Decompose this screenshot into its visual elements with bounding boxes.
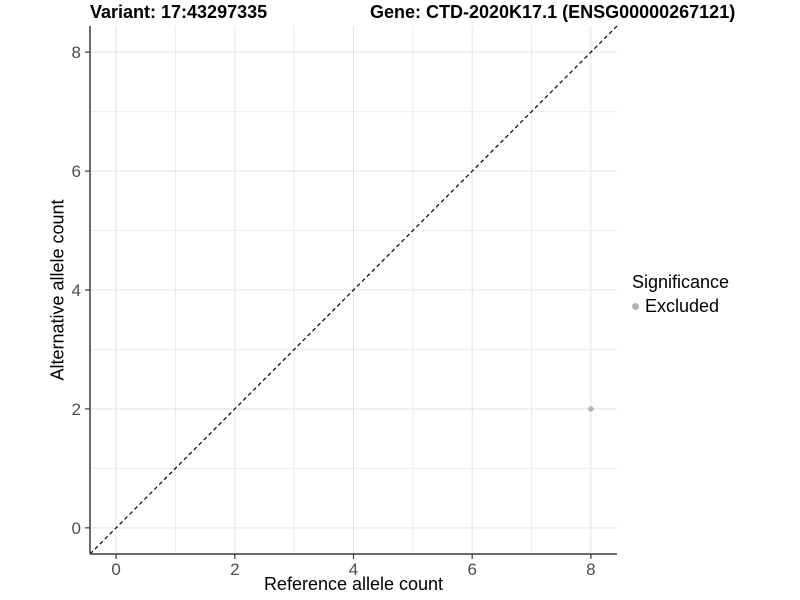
y-tick-label: 0 <box>72 519 81 538</box>
x-axis-title: Reference allele count <box>263 574 444 594</box>
legend-title: Significance <box>632 272 730 292</box>
y-tick-label: 8 <box>72 43 81 62</box>
legend: Significance Excluded <box>632 272 729 316</box>
y-axis-title: Alternative allele count <box>47 199 68 381</box>
gene-title: Gene: CTD-2020K17.1 (ENSG00000267121) <box>370 2 736 22</box>
y-tick-label: 4 <box>72 281 81 300</box>
variant-title: Variant: 17:43297335 <box>90 2 268 22</box>
x-tick-label: 8 <box>586 560 595 579</box>
identity-line <box>89 25 618 555</box>
y-tick-label: 2 <box>72 400 81 419</box>
legend-item-label: Excluded <box>645 296 720 316</box>
y-tick-label: 6 <box>72 162 81 181</box>
x-tick-label: 2 <box>230 560 239 579</box>
x-tick-label: 4 <box>349 560 358 579</box>
x-tick-label: 0 <box>111 560 120 579</box>
data-point <box>588 406 594 412</box>
legend-item-excluded: Excluded <box>632 296 729 316</box>
legend-dot-icon <box>632 302 639 310</box>
x-tick-label: 6 <box>467 560 476 579</box>
